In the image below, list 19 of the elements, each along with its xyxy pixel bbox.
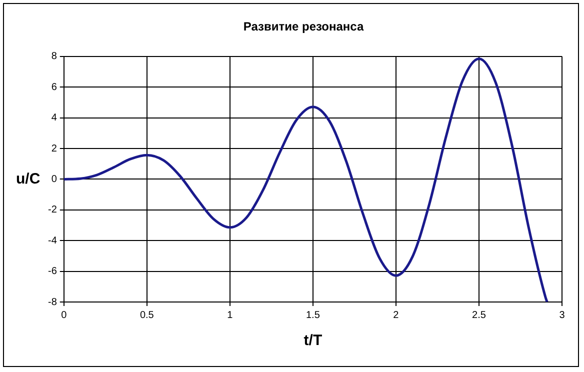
y-tick-label: 6 bbox=[51, 82, 58, 93]
x-tick-label: 2.5 bbox=[472, 310, 486, 321]
y-tick-label: 0 bbox=[51, 174, 58, 185]
y-tick-label: 4 bbox=[51, 112, 58, 124]
y-tick-label: -4 bbox=[48, 235, 58, 246]
y-tick-label: -8 bbox=[48, 296, 58, 308]
chart-title: Развитие резонанса bbox=[243, 20, 364, 34]
x-axis-title: t/T bbox=[304, 332, 322, 350]
y-tick-label: 8 bbox=[51, 51, 58, 62]
x-tick-label: 1.5 bbox=[306, 310, 320, 321]
y-tick-label: -2 bbox=[48, 204, 58, 216]
x-tick-label: 0.5 bbox=[140, 310, 154, 321]
y-axis-title: u/C bbox=[16, 170, 40, 188]
x-tick-label: 3 bbox=[559, 310, 566, 321]
y-tick-label: -6 bbox=[48, 266, 58, 278]
x-tick-label: 1 bbox=[227, 310, 234, 321]
y-tick-label: 2 bbox=[51, 143, 58, 154]
x-tick-label: 2 bbox=[393, 310, 400, 321]
x-tick-label: 0 bbox=[61, 310, 68, 321]
